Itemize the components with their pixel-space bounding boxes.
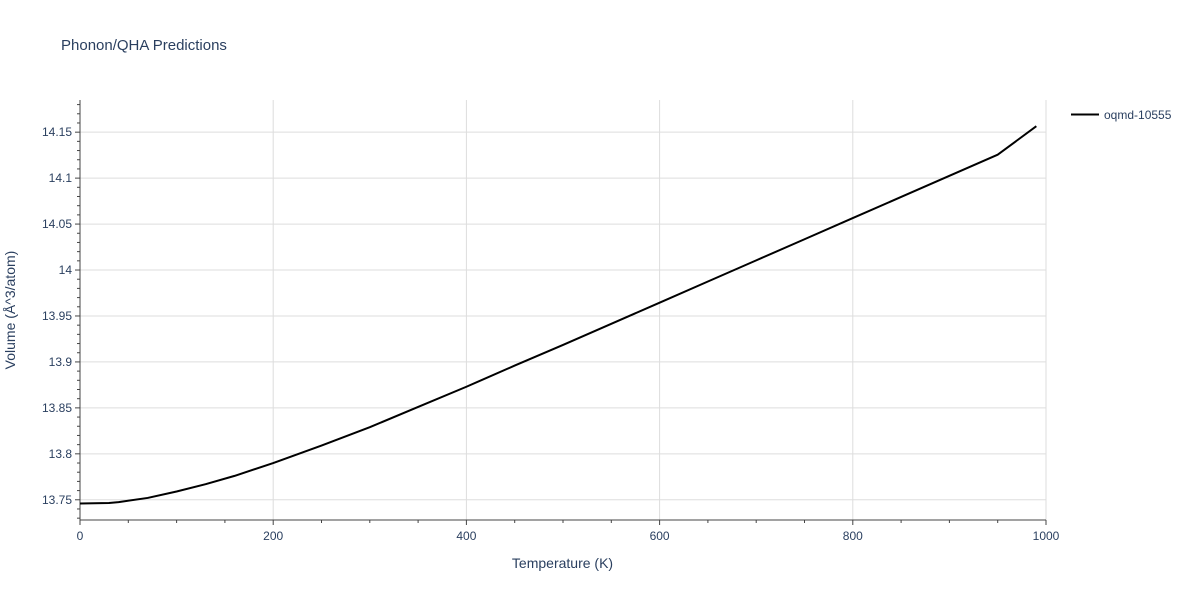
y-tick-label: 13.75 — [42, 493, 72, 507]
grid — [80, 100, 1047, 520]
x-tick-label: 1000 — [1033, 529, 1060, 543]
series-line — [79, 125, 1037, 505]
y-tick-label: 14.1 — [49, 171, 73, 185]
x-tick-label: 600 — [650, 529, 670, 543]
legend-label: oqmd-10555 — [1104, 108, 1172, 122]
x-tick-label: 400 — [456, 529, 476, 543]
y-tick-label: 14 — [59, 263, 73, 277]
chart-title: Phonon/QHA Predictions — [61, 37, 227, 54]
axes: 0 200 400 600 800 1000 13.75 13.8 13.85 13.9 13.95… — [42, 100, 1060, 543]
y-tick-label: 13.95 — [42, 309, 72, 323]
y-tick-label: 14.05 — [42, 217, 72, 231]
plot-area — [79, 125, 1037, 505]
y-axis-title: Volume (Å^3/atom) — [2, 251, 18, 370]
x-tick-label: 800 — [843, 529, 863, 543]
legend[interactable]: oqmd-10555 — [1071, 108, 1172, 122]
y-tick-label: 13.85 — [42, 401, 72, 415]
x-tick-label: 200 — [263, 529, 283, 543]
x-axis-title: Temperature (K) — [512, 555, 613, 571]
y-tick-label: 13.8 — [49, 447, 73, 461]
x-tick-label: 0 — [77, 529, 84, 543]
y-tick-label: 14.15 — [42, 125, 72, 139]
y-tick-label: 13.9 — [49, 355, 73, 369]
